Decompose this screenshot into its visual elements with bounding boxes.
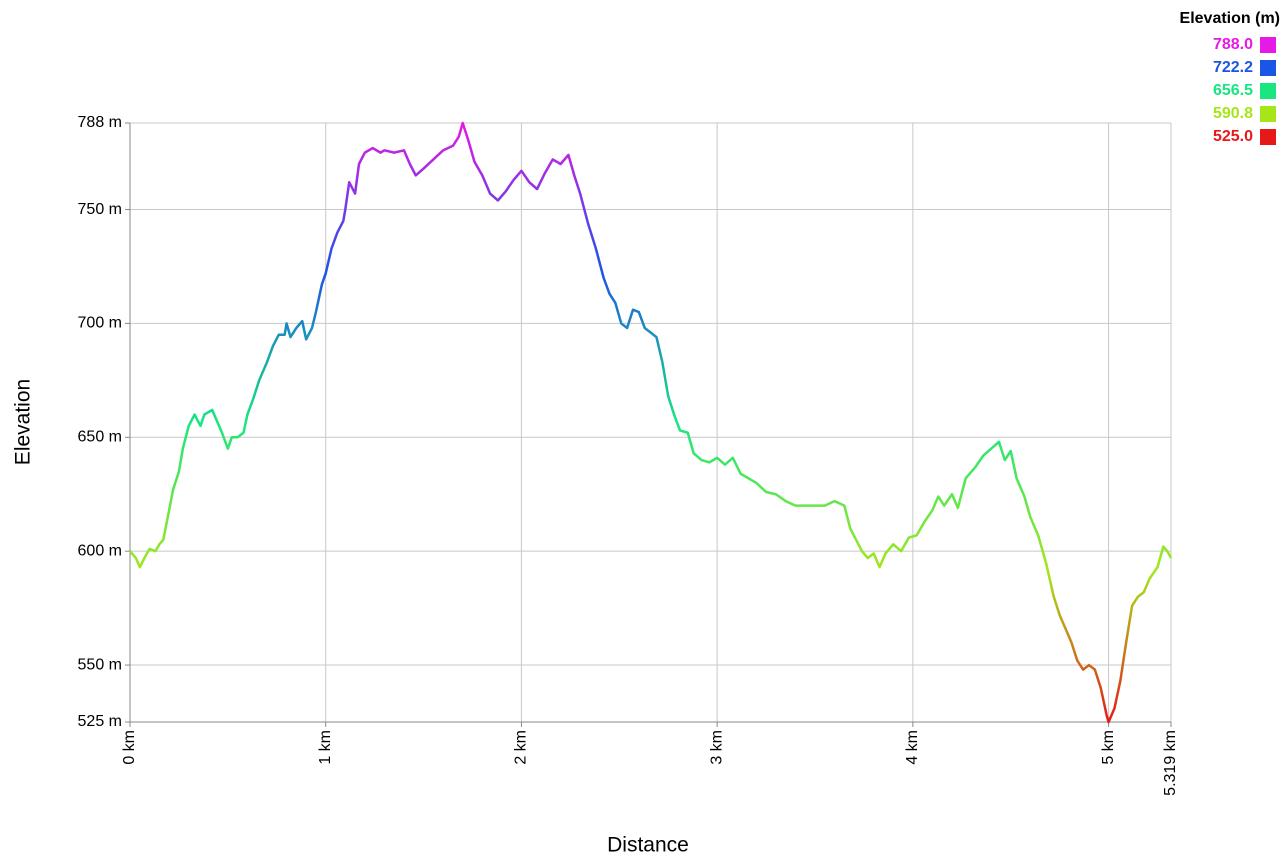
y-tick-label: 788 m xyxy=(78,114,122,131)
x-tick-label: 5 km xyxy=(1100,730,1117,765)
x-tick-label: 2 km xyxy=(513,730,530,765)
legend-label: 590.8 xyxy=(1213,105,1253,122)
legend-swatch xyxy=(1260,83,1276,99)
legend-label: 722.2 xyxy=(1213,59,1253,76)
y-tick-label: 750 m xyxy=(78,201,122,218)
legend-swatch xyxy=(1260,60,1276,76)
y-tick-label: 700 m xyxy=(78,315,122,332)
x-tick-label: 3 km xyxy=(708,730,725,765)
legend-swatch xyxy=(1260,37,1276,53)
y-tick-label: 650 m xyxy=(78,429,122,446)
y-tick-label: 600 m xyxy=(78,542,122,559)
x-tick-label: 5.319 km xyxy=(1162,730,1179,796)
legend-title: Elevation (m) xyxy=(1180,10,1280,27)
legend-swatch xyxy=(1260,106,1276,122)
legend-label: 656.5 xyxy=(1213,82,1253,99)
x-tick-label: 1 km xyxy=(317,730,334,765)
x-tick-label: 4 km xyxy=(904,730,921,765)
y-axis-title: Elevation xyxy=(12,379,35,465)
y-tick-label: 550 m xyxy=(78,656,122,673)
legend-label: 788.0 xyxy=(1213,36,1253,53)
x-axis-title: Distance xyxy=(607,834,689,857)
legend-label: 525.0 xyxy=(1213,128,1253,145)
x-tick-label: 0 km xyxy=(121,730,138,765)
legend-swatch xyxy=(1260,129,1276,145)
y-tick-label: 525 m xyxy=(78,713,122,730)
elevation-line xyxy=(129,121,1173,724)
